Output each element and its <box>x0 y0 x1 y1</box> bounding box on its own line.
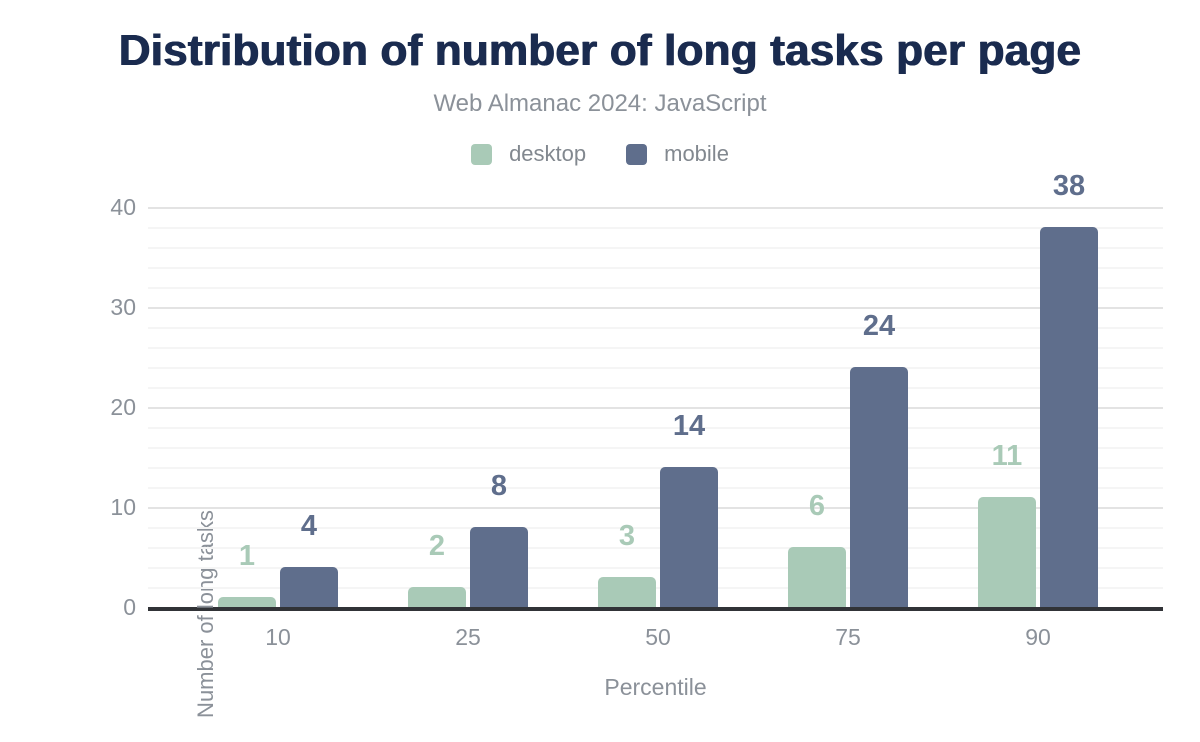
gridline-minor <box>148 227 1163 229</box>
bar-desktop-p10 <box>218 597 276 607</box>
bar-value-desktop-p25: 2 <box>428 530 446 562</box>
bar-value-mobile-p75: 24 <box>862 310 896 342</box>
gridline-minor <box>148 327 1163 329</box>
gridline-minor <box>148 487 1163 489</box>
bar-value-mobile-p50: 14 <box>672 410 706 442</box>
bar-mobile-p90 <box>1040 227 1098 607</box>
legend-item-mobile: mobile <box>626 141 729 167</box>
legend-swatch-desktop <box>471 143 493 165</box>
bar-mobile-p25 <box>470 527 528 607</box>
y-tick-label: 40 <box>110 194 136 220</box>
bar-value-mobile-p90: 38 <box>1052 170 1086 202</box>
chart-title: Distribution of number of long tasks per… <box>118 26 1082 75</box>
legend-label-mobile: mobile <box>664 141 729 166</box>
gridline-minor <box>148 347 1163 349</box>
bar-mobile-p50 <box>660 467 718 607</box>
bar-value-mobile-p10: 4 <box>300 510 318 542</box>
gridline-minor <box>148 287 1163 289</box>
chart-subtitle: Web Almanac 2024: JavaScript <box>433 90 767 117</box>
gridline-major <box>148 407 1163 409</box>
bar-value-desktop-p50: 3 <box>618 520 636 552</box>
x-tick-label-p75: 75 <box>835 624 861 650</box>
gridline-minor <box>148 267 1163 269</box>
gridline-minor <box>148 467 1163 469</box>
gridline-major <box>148 207 1163 209</box>
gridline-minor <box>148 447 1163 449</box>
gridline-minor <box>148 247 1163 249</box>
bar-desktop-p75 <box>788 547 846 607</box>
bar-mobile-p75 <box>850 367 908 607</box>
bar-value-desktop-p10: 1 <box>238 540 256 572</box>
bar-mobile-p10 <box>280 567 338 607</box>
bar-desktop-p50 <box>598 577 656 607</box>
x-tick-label-p90: 90 <box>1025 624 1051 650</box>
bar-desktop-p25 <box>408 587 466 607</box>
legend: desktop mobile <box>0 141 1200 167</box>
legend-item-desktop: desktop <box>471 141 586 167</box>
y-tick-label: 30 <box>110 294 136 320</box>
legend-swatch-mobile <box>626 143 648 165</box>
bar-value-desktop-p90: 11 <box>991 440 1023 472</box>
x-tick-label-p50: 50 <box>645 624 671 650</box>
y-tick-label: 20 <box>110 394 136 420</box>
bar-value-desktop-p75: 6 <box>808 490 826 522</box>
bar-desktop-p90 <box>978 497 1036 607</box>
x-axis-title: Percentile <box>604 674 707 700</box>
y-tick-label: 10 <box>110 494 136 520</box>
y-tick-label: 0 <box>123 594 136 620</box>
bar-value-mobile-p25: 8 <box>490 470 508 502</box>
plot-area: Number of long tasks 0 10 20 30 40 1 4 10 2 8 25 3 1… <box>110 171 1163 718</box>
x-tick-label-p10: 10 <box>265 624 291 650</box>
gridline-minor <box>148 427 1163 429</box>
legend-label-desktop: desktop <box>509 141 587 166</box>
gridline-minor <box>148 367 1163 369</box>
gridline-minor <box>148 527 1163 529</box>
gridline-minor <box>148 567 1163 569</box>
gridline-major <box>148 307 1163 309</box>
gridline-minor <box>148 387 1163 389</box>
gridline-major <box>148 507 1163 509</box>
gridline-minor <box>148 547 1163 549</box>
x-tick-label-p25: 25 <box>455 624 481 650</box>
